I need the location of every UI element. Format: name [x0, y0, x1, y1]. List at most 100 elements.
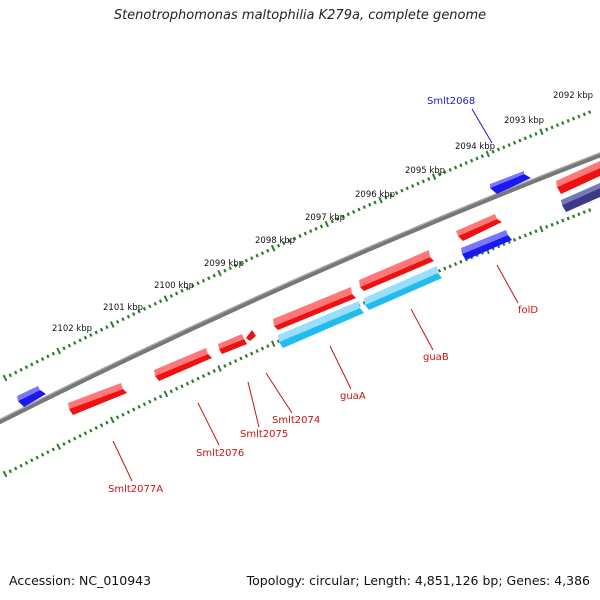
scale-major-tick: [163, 295, 169, 302]
scale-minor-tick: [89, 428, 93, 433]
scale-minor-tick: [459, 163, 463, 168]
scale-major-tick: [539, 225, 544, 233]
scale-major-tick: [431, 173, 437, 181]
gene-feature-left-blue[interactable]: [17, 386, 46, 407]
scale-minor-tick: [518, 235, 522, 240]
scale-minor-tick: [19, 367, 23, 372]
genome-backbone: [0, 152, 600, 425]
scale-minor-tick: [368, 202, 372, 207]
scale-minor-tick: [357, 207, 361, 212]
scale-minor-tick: [121, 412, 125, 417]
scale-minor-tick: [362, 205, 367, 210]
scale-minor-tick: [453, 165, 458, 170]
scale-minor-tick: [35, 455, 39, 460]
gene-label-smlt2076: Smlt2076: [196, 448, 244, 459]
gene-feature-guaa[interactable]: [273, 287, 356, 330]
scale-minor-tick: [30, 362, 34, 367]
scale-minor-tick: [523, 233, 527, 238]
scale-minor-tick: [512, 237, 517, 242]
scale-minor-tick: [394, 191, 399, 195]
scale-minor-tick: [35, 359, 39, 364]
scale-minor-tick: [174, 386, 179, 391]
scale-minor-tick: [40, 452, 45, 457]
callout-line: [329, 345, 352, 390]
scale-minor-tick: [389, 193, 393, 198]
scale-minor-tick: [341, 214, 345, 219]
scale-minor-tick: [126, 314, 131, 319]
gene-feature-guaa-inner[interactable]: [278, 301, 364, 348]
scale-minor-tick: [437, 268, 442, 273]
scale-minor-tick: [507, 143, 511, 147]
scale-minor-tick: [373, 200, 377, 205]
scale-minor-tick: [83, 431, 88, 436]
scale-major-tick: [485, 150, 490, 158]
scale-minor-tick: [148, 399, 152, 404]
scale-minor-tick: [250, 351, 254, 356]
gene-feature-smlt2074[interactable]: [246, 330, 256, 341]
scale-minor-tick: [330, 219, 334, 224]
scale-minor-tick: [212, 273, 216, 278]
gene-feature-smlt2075[interactable]: [218, 334, 247, 354]
scale-label: 2102 kbp: [52, 324, 92, 334]
gene-feature-fold[interactable]: [456, 214, 502, 241]
scale-minor-tick: [287, 238, 291, 243]
scale-major-tick: [109, 416, 115, 424]
gene-feature-fold-inner[interactable]: [461, 230, 512, 260]
scale-minor-tick: [555, 220, 560, 225]
scale-major-tick: [270, 340, 276, 348]
scale-minor-tick: [94, 330, 98, 335]
gene-label-guab: guaB: [423, 352, 449, 363]
gene-label-fold: folD: [518, 305, 538, 316]
scale-minor-tick: [314, 226, 318, 231]
scale-major-tick: [2, 470, 8, 478]
gene-feature-right-red[interactable]: [556, 161, 600, 194]
scale-major-tick: [324, 220, 330, 228]
scale-minor-tick: [8, 469, 13, 474]
scale-minor-tick: [475, 156, 479, 161]
scale-label: 2092 kbp: [553, 91, 593, 101]
gene-feature-smlt2076[interactable]: [154, 348, 212, 381]
scale-minor-tick: [255, 349, 259, 353]
scale-minor-tick: [239, 356, 243, 361]
scale-minor-tick: [250, 256, 254, 261]
scale-minor-tick: [233, 359, 238, 363]
scale-minor-tick: [83, 335, 88, 340]
accession-label: Accession: NC_010943: [9, 573, 152, 588]
scale-minor-tick: [443, 170, 447, 175]
scale-minor-tick: [239, 261, 243, 266]
scale-minor-tick: [207, 371, 211, 376]
scale-minor-tick: [496, 147, 501, 152]
scale-label: 2099 kbp: [204, 259, 244, 269]
scale-minor-tick: [158, 394, 163, 399]
scale-minor-tick: [255, 253, 259, 258]
scale-minor-tick: [469, 158, 474, 163]
gene-feature-smlt2077a[interactable]: [68, 383, 127, 415]
scale-minor-tick: [105, 325, 109, 330]
scale-minor-tick: [67, 343, 72, 348]
scale-minor-tick: [132, 312, 136, 316]
scale-minor-tick: [142, 402, 147, 407]
scale-minor-tick: [410, 184, 415, 188]
scale-minor-tick: [8, 373, 13, 378]
gene-feature-guab[interactable]: [359, 250, 434, 291]
scale-minor-tick: [437, 172, 442, 177]
gene-label-smlt2075: Smlt2075: [240, 429, 288, 440]
scale-minor-tick: [260, 346, 265, 351]
inner-scale-track: [2, 208, 592, 478]
scale-minor-tick: [62, 346, 66, 351]
scale-minor-tick: [448, 167, 452, 172]
scale-minor-tick: [335, 217, 340, 221]
scale-minor-tick: [292, 236, 297, 241]
scale-minor-tick: [51, 351, 55, 356]
map-title: Stenotrophomonas maltophilia K279a, comp…: [113, 8, 487, 23]
scale-minor-tick: [191, 283, 195, 288]
scale-label: 2100 kbp: [154, 281, 194, 291]
gene-feature-right-navy[interactable]: [561, 183, 600, 212]
scale-minor-tick: [528, 231, 533, 236]
scale-minor-tick: [582, 112, 586, 117]
scale-minor-tick: [587, 110, 592, 115]
scale-minor-tick: [94, 426, 98, 430]
gene-feature-smlt2068[interactable]: [490, 171, 531, 194]
gene-feature-guab-inner[interactable]: [364, 266, 442, 310]
